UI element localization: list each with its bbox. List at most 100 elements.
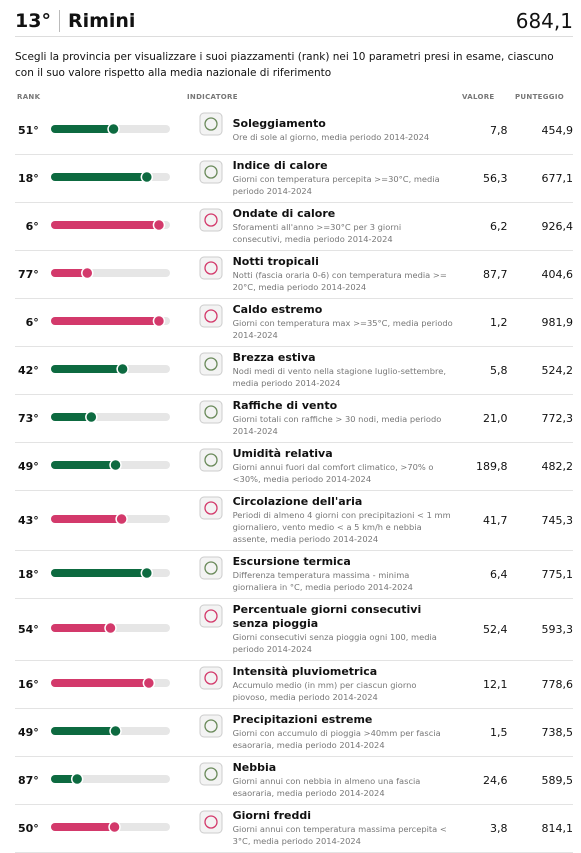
indicator: Giorni freddi Giorni annui con temperatur… [233,809,453,847]
rank: 50° [18,821,39,835]
indicator: Caldo estremo Giorni con temperatura max … [233,303,453,341]
rank-bar-svg [50,362,170,375]
indicator-name: Notti tropicali [232,255,319,268]
bar-fill [50,514,122,523]
indicator-row: 54° Percentuale giorni consecutivi senza … [15,599,573,661]
indicator-row: 43° Circolazione dell'aria Periodi di alme… [15,491,573,551]
icon-frame [199,112,223,136]
col-value: VALORE [462,93,495,101]
indicator-name: Nebbia [232,761,277,774]
bar-fill [50,124,114,133]
rank-bar [50,819,185,838]
icon [199,604,225,632]
indicator: Percentuale giorni consecutivi senza pio… [233,603,453,655]
icon [199,448,225,476]
rank-bar-svg [50,724,170,737]
indicator: Soleggiamento Ore di sole al giorno, medi… [233,117,453,143]
bar-knob [70,772,84,785]
indicator: Nebbia Giorni annui con nebbia in almeno … [233,761,453,799]
col-indicator: INDICATORE [187,93,238,101]
icon-frame [199,762,223,786]
bar-fill [50,822,115,831]
page: 13° Rimini 684,1 Scegli la provincia per… [15,9,573,853]
indicator-name: Circolazione dell'aria [232,495,363,508]
indicator-description: Giorni totali con raffiche > 30 nodi, me… [232,414,442,436]
indicator-row: 42° Brezza estiva Nodi medi di vento nella… [15,347,573,395]
value: 21,0 [482,411,508,425]
rank-bar [50,409,185,428]
indicator-icon [199,496,223,520]
bar-fill [50,568,147,577]
rank-bar-svg [50,314,170,327]
rank-bar [50,565,185,584]
indicator-name: Caldo estremo [232,303,323,316]
value: 3,8 [489,821,508,835]
score: 404,6 [541,267,573,281]
bar-knob [109,724,122,737]
bar-knob [116,362,129,375]
indicator-description: Periodi di almeno 4 giorni con precipita… [232,510,451,544]
indicator-description: Notti (fascia oraria 0-6) con temperatur… [232,270,447,292]
icon-glyph [204,117,218,131]
rank-bar-svg [50,566,170,579]
bar-knob [115,512,128,525]
bar-knob [140,170,153,183]
icon-frame [199,448,223,472]
indicator-row: 18° Indice di calore Giorni con temperatur… [15,155,573,203]
indicator-description: Sforamenti all'anno >=30°C per 3 giorni … [232,222,402,244]
indicator-row: 51° Soleggiamento Ore di sole al giorno, m… [15,107,573,155]
icon-frame [199,810,223,834]
score: 482,2 [541,459,573,473]
score: 778,6 [541,677,573,691]
bar-fill [50,268,88,277]
icon-glyph [204,165,218,179]
rank-bar-svg [50,218,170,231]
bar-knob [107,122,120,135]
indicator: Umidità relativa Giorni annui fuori dal c… [233,447,453,485]
rank-bar-svg [50,772,170,785]
bar-knob [80,266,94,279]
icon [199,304,225,332]
icon-frame [199,352,223,376]
rank: 87° [18,773,39,787]
indicator-icon [199,556,223,580]
icon-glyph [204,453,218,467]
indicator-name: Brezza estiva [232,351,316,364]
indicator-icon [199,810,223,834]
icon [199,400,225,428]
icon-frame [199,604,223,628]
rank-bar [50,217,185,236]
rank: 73° [18,411,39,425]
score: 981,9 [541,315,573,329]
icon-glyph [204,767,218,781]
score: 772,3 [541,411,573,425]
indicator-icon [199,352,223,376]
indicator-icon [199,256,223,280]
indicator-name: Precipitazioni estreme [232,713,373,726]
value: 12,1 [482,677,508,691]
rows: 51° Soleggiamento Ore di sole al giorno, m… [15,107,573,853]
value: 24,6 [482,773,508,787]
rank-bar [50,313,185,332]
indicator-name: Intensità pluviometrica [232,665,378,678]
bar-knob [152,218,166,231]
bar-knob [142,676,155,689]
icon [199,208,225,236]
indicator-description: Giorni consecutivi senza pioggia ogni 10… [232,632,437,654]
bar-fill [50,726,116,735]
value: 87,7 [482,267,508,281]
city-name[interactable]: Rimini [67,10,136,32]
icon-frame [199,160,223,184]
bar-knob [152,314,166,327]
rank-bar-svg [50,458,170,471]
rank-bar-svg [50,621,170,634]
icon [199,810,225,838]
indicator: Indice di calore Giorni con temperatura p… [233,159,453,197]
bar-fill [50,460,116,469]
value: 189,8 [475,459,508,473]
icon [199,160,225,188]
indicator-icon [199,208,223,232]
icon-glyph [204,405,218,419]
score: 454,9 [541,123,573,137]
rank: 42° [18,363,39,377]
